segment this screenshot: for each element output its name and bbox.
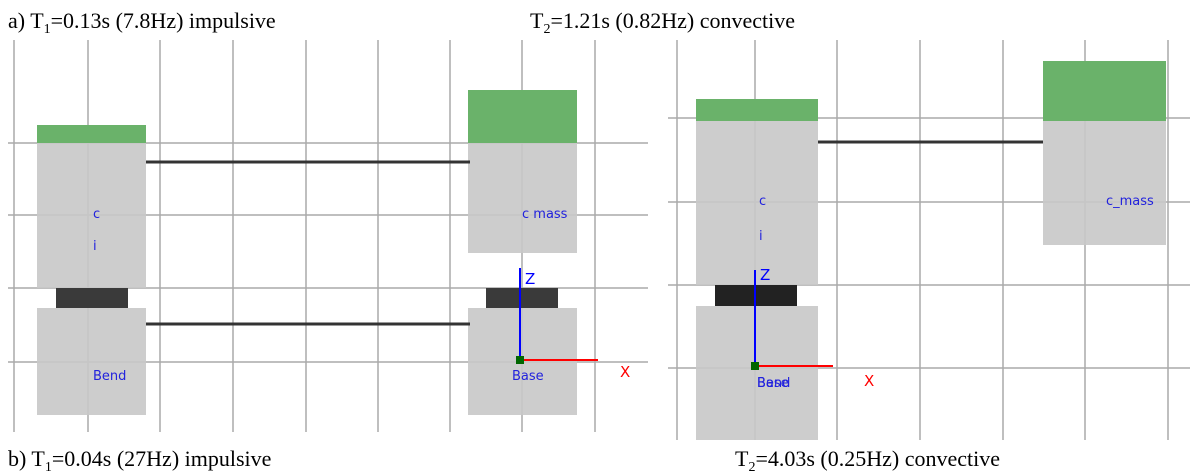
axis-label: Z [760, 266, 770, 284]
figure: a) T1=0.13s (7.8Hz) impulsive T2=1.21s (… [0, 0, 1200, 474]
label: Base [757, 376, 789, 391]
axis-label: X [864, 372, 874, 390]
label: c [93, 207, 100, 222]
caption: b) T1=0.04s (27Hz) impulsive [8, 446, 271, 474]
label: c_mass [1106, 194, 1154, 209]
left-view: c i c mass Bend Base Z X [8, 40, 648, 432]
caption: T2=4.03s (0.25Hz) convective [735, 446, 1000, 474]
label: i [93, 239, 97, 254]
right-view: c i c_mass Bend Base Z X [668, 40, 1190, 440]
axis-label: Z [525, 270, 535, 288]
axis-label: X [620, 363, 630, 381]
label: c [759, 194, 766, 209]
label: i [759, 229, 763, 244]
label: Base [512, 369, 544, 384]
caption: T2=1.21s (0.82Hz) convective [530, 8, 795, 37]
label: Bend [93, 369, 126, 384]
label: c mass [522, 207, 568, 222]
caption: a) T1=0.13s (7.8Hz) impulsive [8, 8, 276, 37]
